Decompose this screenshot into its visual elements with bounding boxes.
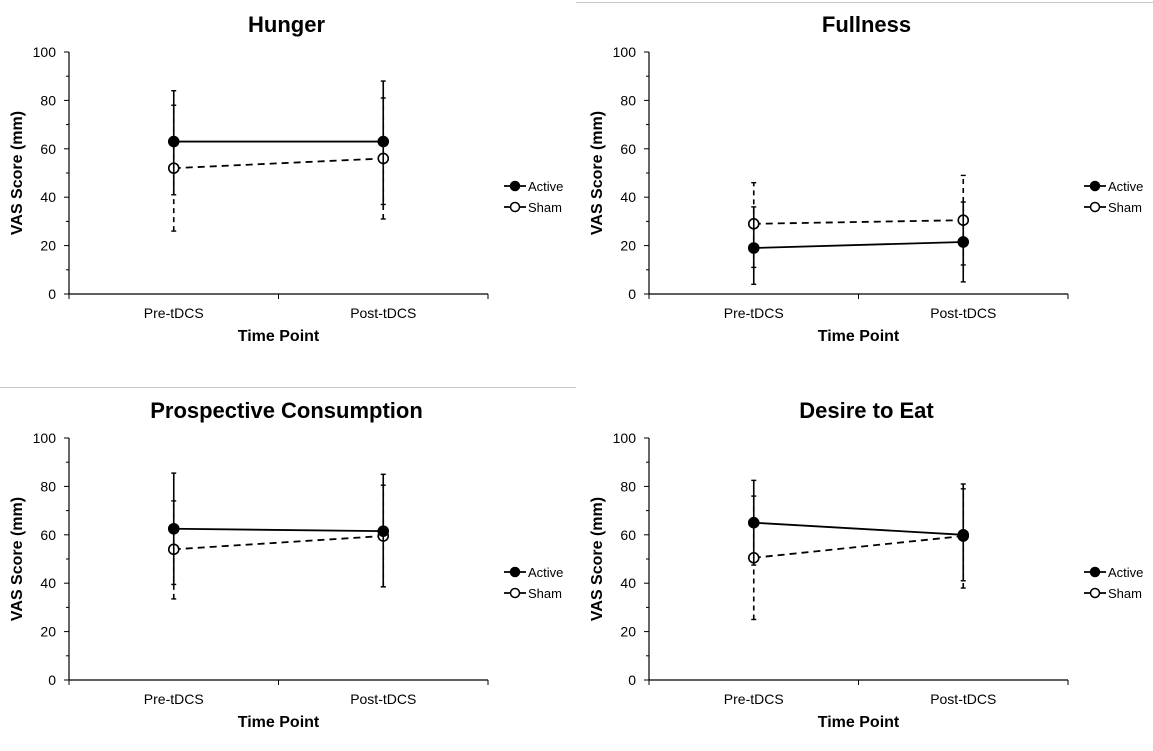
- y-tick-label: 80: [620, 92, 636, 108]
- x-axis-label: Time Point: [238, 328, 320, 345]
- fullness-chart-panel: Fullness 0 20 40 60 80 100 Pre-tDCS Post-tDCS Tim…: [580, 0, 1153, 365]
- legend-label: Sham: [1108, 200, 1142, 215]
- x-tick-label-pre-tdcs: Pre-tDCS: [144, 691, 204, 707]
- legend-label: Sham: [1108, 586, 1142, 601]
- x-tick-label-post-tdcs: Post-tDCS: [930, 305, 996, 321]
- legend-item-sham: Sham: [1084, 200, 1142, 215]
- y-tick-label: 0: [628, 672, 636, 688]
- legend-marker: [509, 587, 521, 599]
- legend-label: Sham: [528, 586, 562, 601]
- active-series-line: [753, 241, 964, 249]
- legend-marker: [509, 201, 521, 213]
- legend-marker: [509, 180, 521, 192]
- top-right-divider: [576, 2, 1153, 3]
- legend-item-active: Active: [1084, 179, 1143, 194]
- y-tick-label: 60: [620, 527, 636, 543]
- y-axis-label: VAS Score (mm): [589, 497, 606, 621]
- active-data-point: [747, 242, 760, 254]
- legend-marker: [1089, 201, 1101, 213]
- y-tick-label: 20: [40, 624, 56, 640]
- y-tick-label: 100: [33, 430, 57, 446]
- x-axis-label: Time Point: [238, 714, 320, 731]
- y-tick-label: 80: [40, 92, 56, 108]
- y-tick-label: 60: [40, 527, 56, 543]
- chart-title: Desire to Eat: [799, 398, 934, 423]
- x-tick-label-pre-tdcs: Pre-tDCS: [724, 691, 784, 707]
- y-tick-label: 20: [620, 238, 636, 254]
- prospective-consumption-chart-panel: Prospective Consumption 0 20 40 60 80 100 Pre-t…: [0, 386, 576, 751]
- legend-item-sham: Sham: [504, 586, 562, 601]
- active-data-point: [747, 516, 760, 529]
- sham-series-line: [173, 157, 384, 170]
- legend-marker: [1089, 566, 1101, 578]
- chart-title: Fullness: [822, 12, 911, 37]
- y-axis-label: VAS Score (mm): [9, 497, 26, 621]
- x-axis-label: Time Point: [818, 328, 900, 345]
- legend-label: Active: [1108, 565, 1143, 580]
- x-tick-label-post-tdcs: Post-tDCS: [350, 691, 416, 707]
- y-tick-label: 0: [48, 286, 56, 302]
- legend-marker: [1089, 587, 1101, 599]
- y-tick-label: 0: [48, 672, 56, 688]
- hunger-chart: Hunger 0 20 40 60 80 100 Pre-tDCS Post-tDCS Time …: [9, 12, 563, 345]
- legend-item-active: Active: [1084, 565, 1143, 580]
- active-data-point: [377, 135, 390, 148]
- x-tick-label-pre-tdcs: Pre-tDCS: [724, 305, 784, 321]
- desire-to-eat-chart: Desire to Eat 0 20 40 60 80 100 Pre-tDCS Post-tD…: [589, 398, 1143, 731]
- sham-series-line: [753, 535, 964, 559]
- y-tick-label: 40: [620, 189, 636, 205]
- legend-item-active: Active: [504, 179, 563, 194]
- x-tick-label-pre-tdcs: Pre-tDCS: [144, 305, 204, 321]
- y-axis-label: VAS Score (mm): [589, 111, 606, 235]
- legend-item-sham: Sham: [504, 200, 562, 215]
- legend-label: Sham: [528, 200, 562, 215]
- y-axis-label: VAS Score (mm): [9, 111, 26, 235]
- active-data-point: [957, 236, 970, 248]
- legend-item-active: Active: [504, 565, 563, 580]
- y-tick-label: 100: [613, 44, 637, 60]
- y-tick-label: 20: [620, 624, 636, 640]
- legend-label: Active: [528, 565, 563, 580]
- hunger-chart-panel: Hunger 0 20 40 60 80 100 Pre-tDCS Post-tDCS Time …: [0, 0, 576, 365]
- y-tick-label: 80: [40, 478, 56, 494]
- fullness-chart: Fullness 0 20 40 60 80 100 Pre-tDCS Post-tDCS Tim…: [589, 12, 1143, 345]
- sham-series-line: [753, 219, 964, 225]
- y-tick-label: 40: [40, 575, 56, 591]
- y-tick-label: 60: [40, 141, 56, 157]
- y-tick-label: 80: [620, 478, 636, 494]
- active-series-line: [173, 527, 384, 533]
- active-data-point: [957, 529, 970, 541]
- y-tick-label: 0: [628, 286, 636, 302]
- middle-left-divider: [0, 387, 576, 388]
- prospective-consumption-chart: Prospective Consumption 0 20 40 60 80 100 Pre-t…: [9, 398, 563, 731]
- legend-item-sham: Sham: [1084, 586, 1142, 601]
- active-data-point: [377, 525, 390, 537]
- legend-marker: [509, 566, 521, 578]
- x-tick-label-post-tdcs: Post-tDCS: [930, 691, 996, 707]
- legend-label: Active: [528, 179, 563, 194]
- active-series-line: [753, 521, 964, 536]
- active-data-point: [167, 522, 180, 535]
- desire-to-eat-chart-panel: Desire to Eat 0 20 40 60 80 100 Pre-tDCS Post-tD…: [580, 386, 1153, 751]
- y-tick-label: 100: [613, 430, 637, 446]
- legend-label: Active: [1108, 179, 1143, 194]
- chart-title: Hunger: [248, 12, 325, 37]
- y-tick-label: 40: [620, 575, 636, 591]
- legend-marker: [1089, 180, 1101, 192]
- chart-title: Prospective Consumption: [150, 398, 423, 423]
- x-axis-label: Time Point: [818, 714, 900, 731]
- active-data-point: [167, 135, 180, 148]
- y-tick-label: 60: [620, 141, 636, 157]
- x-tick-label-post-tdcs: Post-tDCS: [350, 305, 416, 321]
- y-tick-label: 20: [40, 238, 56, 254]
- sham-series-line: [173, 535, 384, 551]
- y-tick-label: 100: [33, 44, 57, 60]
- y-tick-label: 40: [40, 189, 56, 205]
